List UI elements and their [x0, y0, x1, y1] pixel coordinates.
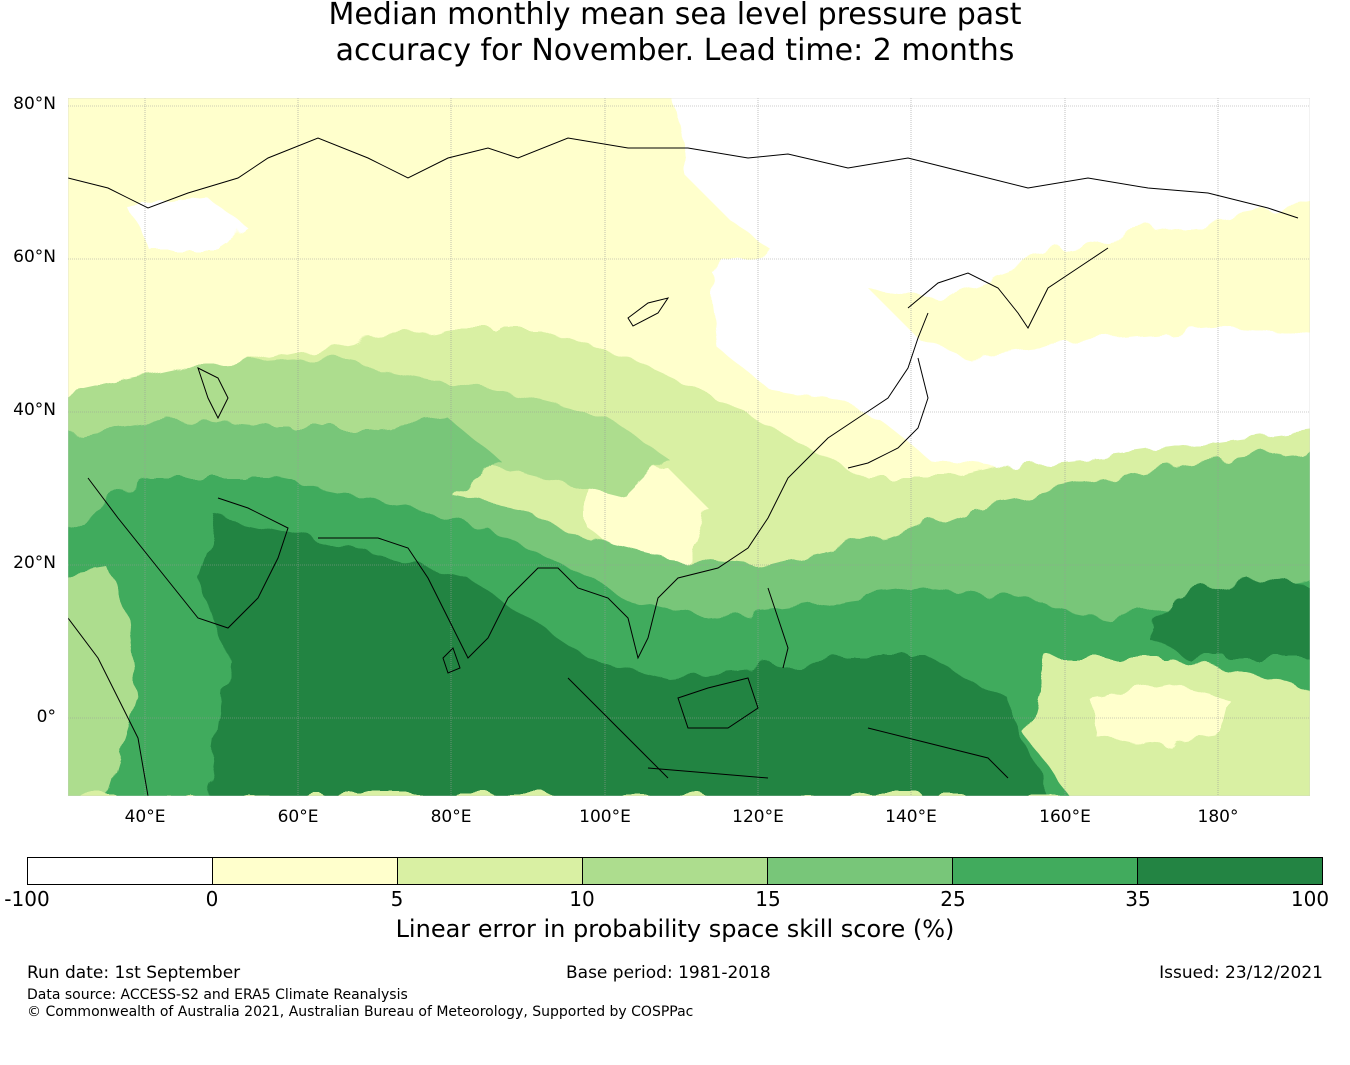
lon-label-180: 180°: [1197, 807, 1239, 827]
base-period: Base period: 1981-2018: [566, 963, 771, 983]
colorbar-tick-label: 10: [569, 887, 595, 911]
lat-label-60n: 60°N: [13, 247, 56, 267]
colorbar-tick-label: -100: [4, 887, 50, 911]
data-source: Data source: ACCESS-S2 and ERA5 Climate …: [27, 987, 408, 1003]
colorbar-label: Linear error in probability space skill …: [395, 915, 955, 943]
arctic-coast: [68, 137, 1299, 219]
title-line-2: accuracy for November. Lead time: 2 mont…: [335, 33, 1015, 68]
region-white-west: [128, 198, 248, 248]
caspian-sea: [197, 367, 229, 420]
lat-label-40n: 40°N: [13, 400, 56, 420]
region-darkest-indian-ocean: [198, 518, 1048, 796]
lon-label-160e: 160°E: [1039, 807, 1091, 827]
lon-label-80e: 80°E: [430, 807, 472, 827]
lat-label-20n: 20°N: [13, 553, 56, 573]
lon-label-40e: 40°E: [124, 807, 166, 827]
region-pacific-pale: [1088, 683, 1228, 748]
baikal: [627, 297, 670, 327]
colorbar-segment-1: [28, 858, 213, 884]
kamchatka-coast: [907, 247, 1109, 329]
sumatra: [567, 677, 669, 779]
region-darkest-pacific: [1148, 578, 1310, 658]
lat-label-0: 0°: [36, 707, 56, 727]
lon-label-60e: 60°E: [277, 807, 319, 827]
colorbar-segment-4: [583, 858, 768, 884]
title-line-1: Median monthly mean sea level pressure p…: [328, 0, 1022, 32]
colorbar-segment-5: [768, 858, 953, 884]
region-white-east-asia: [708, 248, 1310, 468]
colorbar-segment-7: [1138, 858, 1322, 884]
colorbar-segment-2: [213, 858, 398, 884]
map-title: Median monthly mean sea level pressure p…: [0, 0, 1350, 69]
india-sri-lanka: [442, 647, 461, 674]
map-panel: [68, 98, 1310, 796]
colorbar-tick-label: 15: [755, 887, 781, 911]
new-guinea: [867, 727, 1009, 779]
coastlines: [68, 137, 1299, 796]
colorbar-segment-3: [398, 858, 583, 884]
africa-coast: [68, 617, 149, 796]
japan: [847, 357, 929, 469]
lon-label-120e: 120°E: [732, 807, 784, 827]
lat-label-80n: 80°N: [13, 94, 56, 114]
colorbar-segment-6: [953, 858, 1138, 884]
java: [647, 767, 769, 779]
borneo: [677, 677, 759, 729]
skill-score-map: [68, 98, 1310, 796]
run-date: Run date: 1st September: [27, 963, 241, 983]
colorbar-tick-label: 35: [1125, 887, 1151, 911]
colorbar-tick-label: 5: [390, 887, 404, 911]
arabia: [87, 477, 289, 629]
colorbar-tick-label: 0: [205, 887, 219, 911]
colorbar-tick-label: 100: [1290, 887, 1330, 911]
lon-label-100e: 100°E: [579, 807, 631, 827]
philippines: [767, 587, 789, 669]
region-africa-light: [68, 568, 138, 796]
east-asia-coast: [318, 312, 929, 660]
colorbar: [27, 857, 1323, 885]
lon-label-140e: 140°E: [885, 807, 937, 827]
region-north-white-1: [672, 98, 1310, 298]
colorbar-tick-label: 25: [940, 887, 966, 911]
issued-date: Issued: 23/12/2021: [1159, 963, 1323, 983]
copyright: © Commonwealth of Australia 2021, Austra…: [27, 1004, 694, 1020]
